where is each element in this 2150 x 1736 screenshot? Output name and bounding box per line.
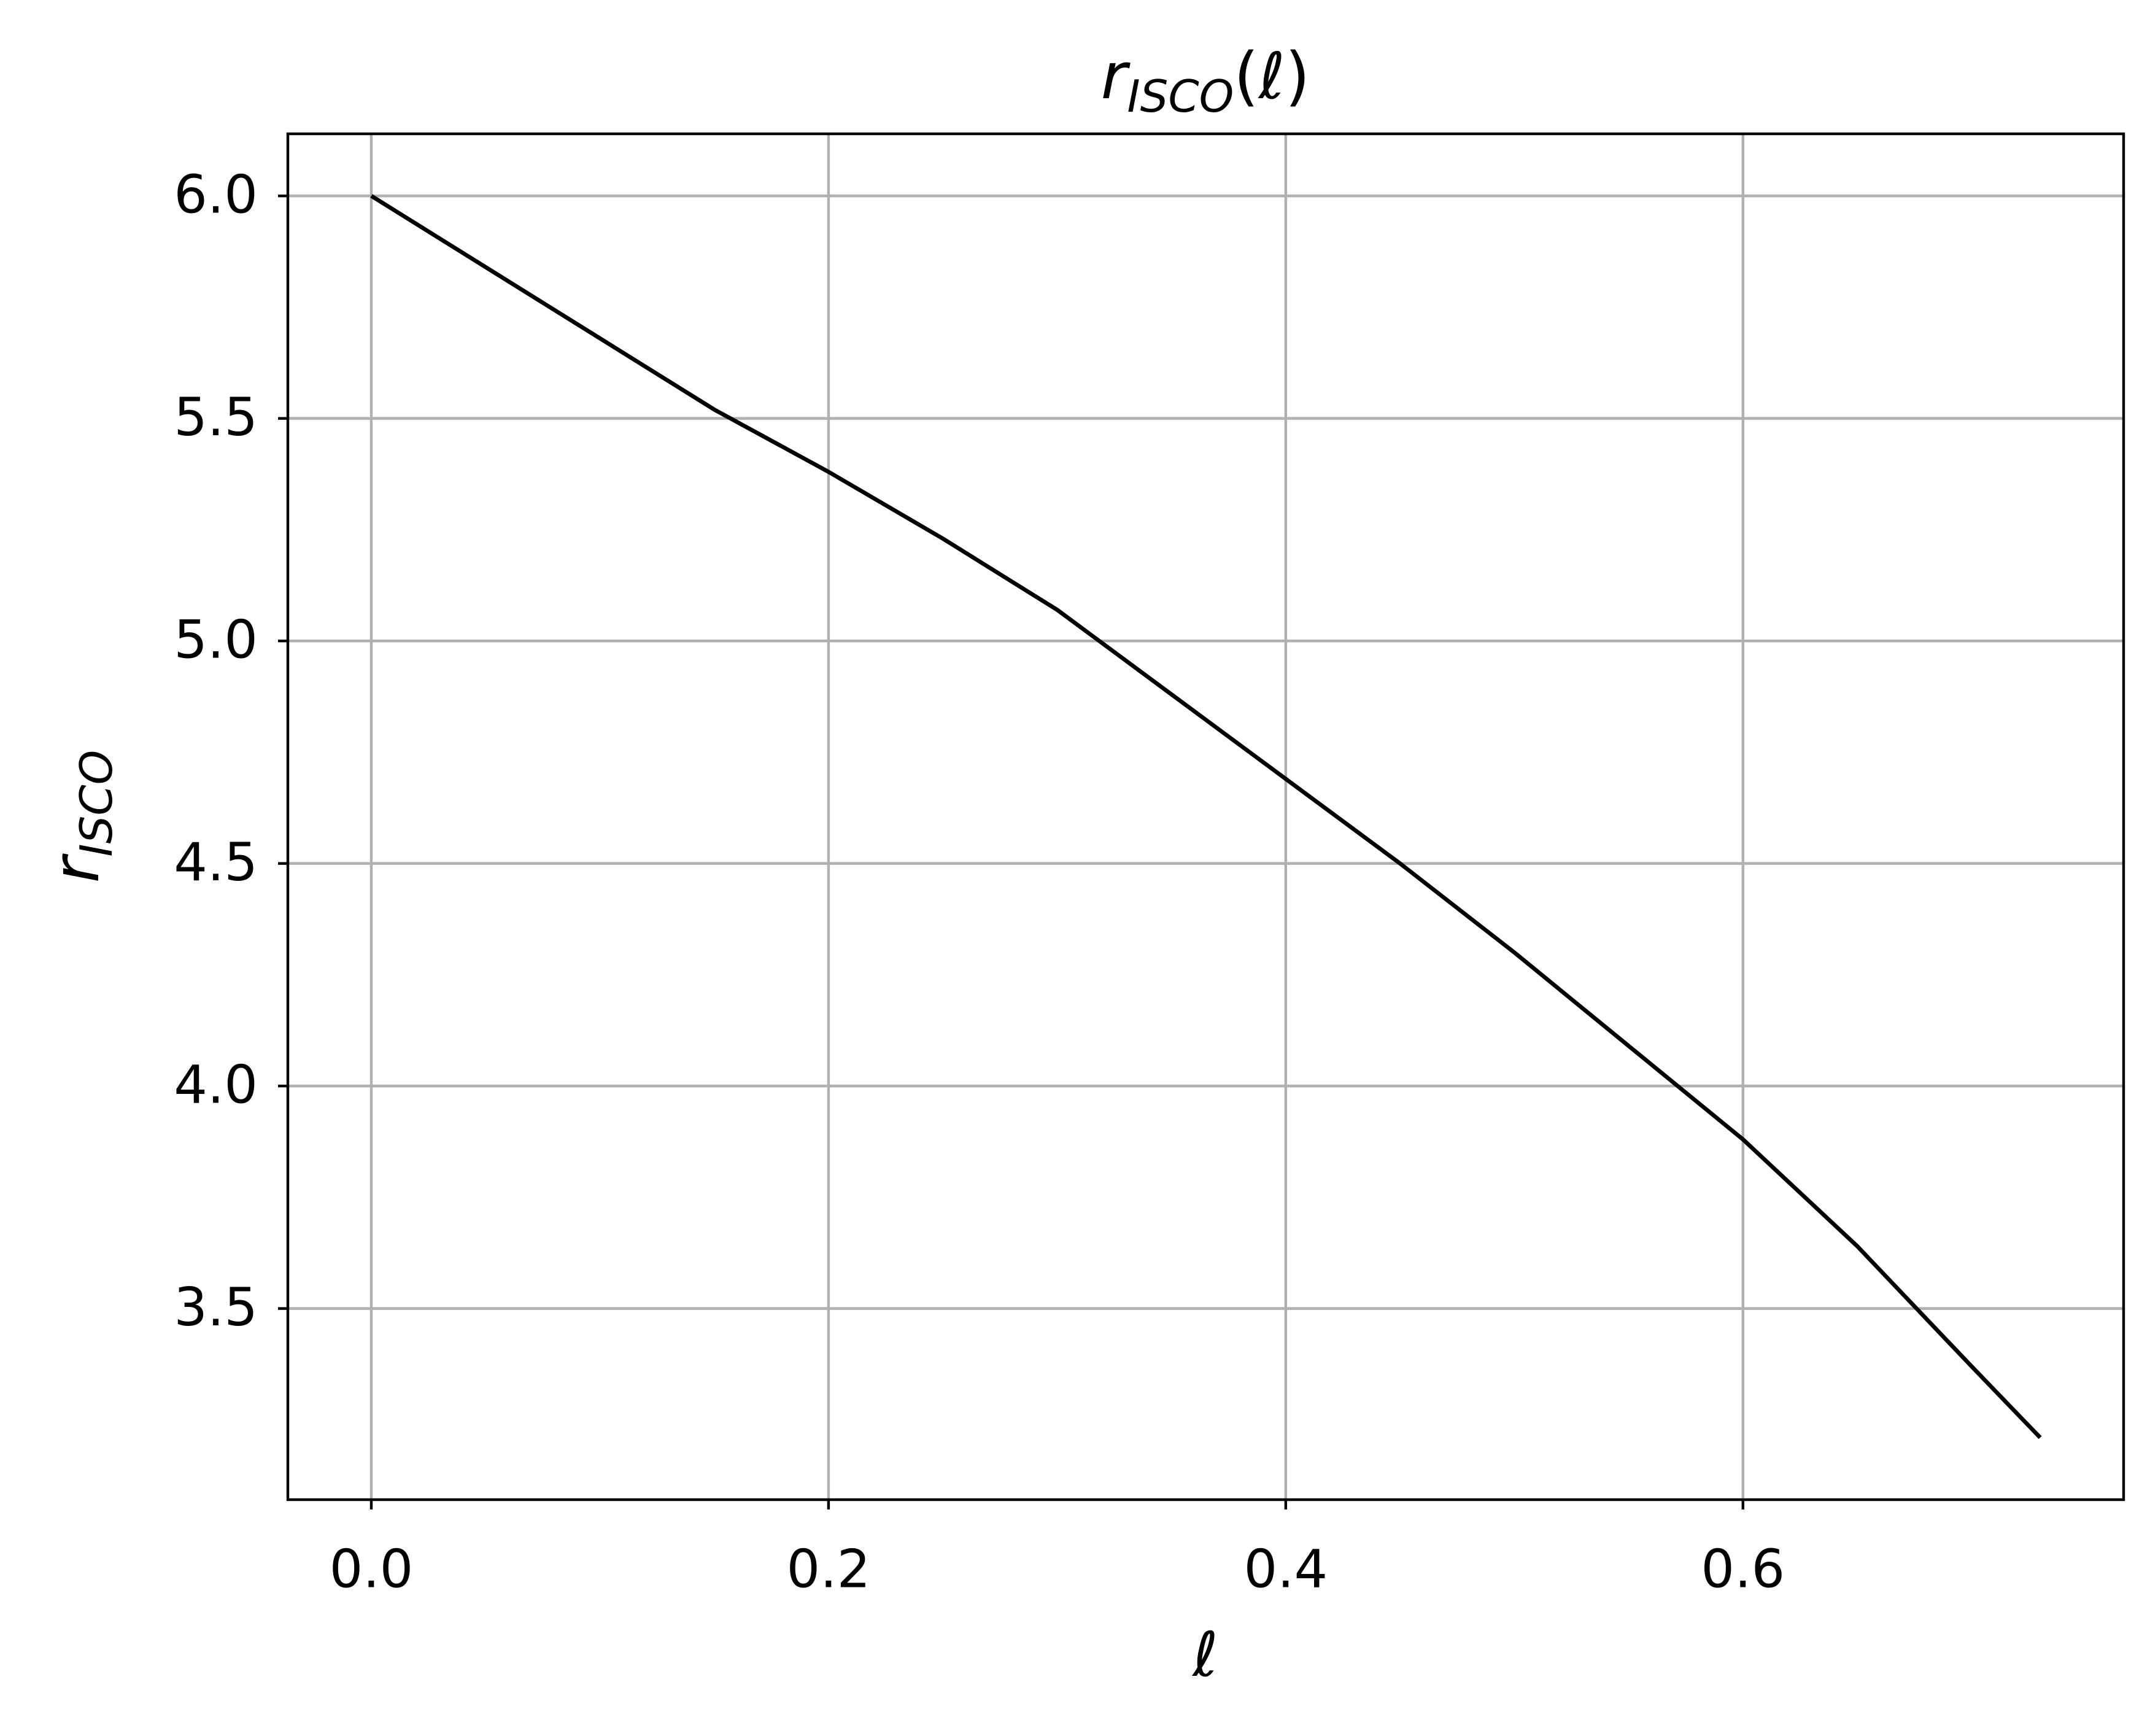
title-sub: ISCO (1127, 71, 1234, 122)
y-tick-label: 6.0 (174, 165, 258, 226)
y-tick-label: 5.0 (174, 610, 258, 671)
ylabel-base: r (39, 853, 114, 883)
x-tick-label: 0.6 (1701, 1538, 1785, 1600)
data-line (370, 194, 2042, 1440)
axes-frame (286, 132, 2125, 1502)
y-tick-label: 4.0 (174, 1055, 258, 1116)
title-base: r (1101, 39, 1131, 114)
x-tick-label: 0.0 (330, 1538, 414, 1600)
y-axis-label: rISCO (39, 750, 122, 883)
x-axis-label: ℓ (1191, 1619, 1218, 1691)
ylabel-sub: ISCO (71, 750, 122, 857)
y-tick-label: 4.5 (174, 832, 258, 893)
title-rest: (ℓ) (1234, 39, 1310, 114)
x-tick-label: 0.2 (787, 1538, 871, 1600)
y-tick-label: 5.5 (174, 387, 258, 448)
chart-title: rISCO(ℓ) (1101, 39, 1310, 122)
x-tick-label: 0.4 (1243, 1538, 1328, 1600)
y-tick-label: 3.5 (174, 1277, 258, 1338)
